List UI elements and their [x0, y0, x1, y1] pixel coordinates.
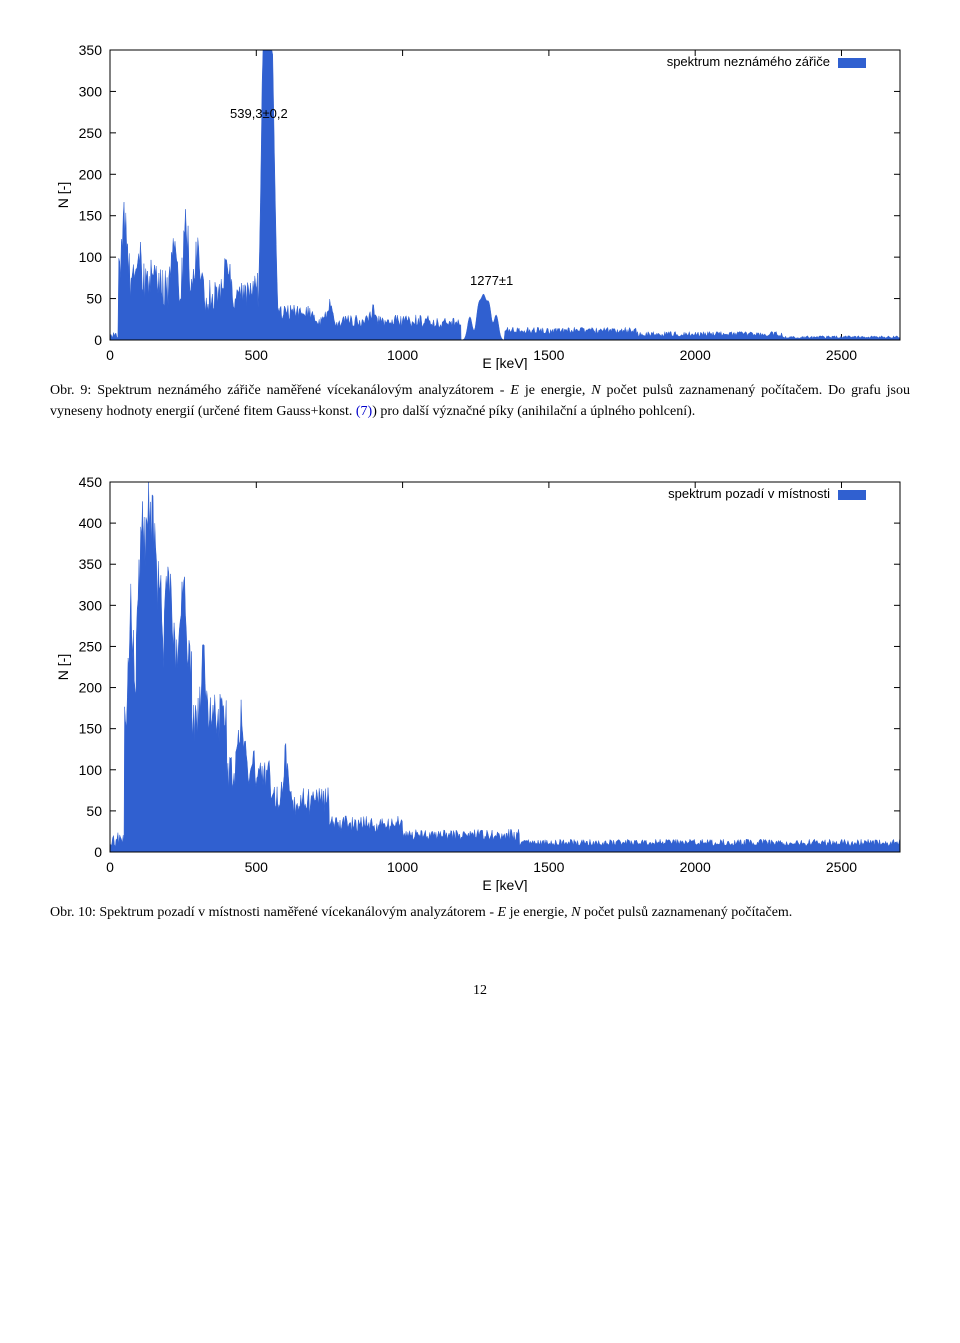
svg-text:spektrum neznámého zářiče: spektrum neznámého zářiče [667, 54, 830, 69]
caption1-prefix: Obr. 9: Spektrum neznámého zářiče naměře… [50, 383, 510, 398]
svg-text:1500: 1500 [533, 347, 564, 363]
caption1-ref: (7) [356, 404, 372, 419]
svg-text:250: 250 [79, 125, 103, 141]
chart-background-spectrum: 0 500 1000 1500 2000 2500 0 50 100 150 200 250 300 35… [50, 472, 910, 892]
chart1-svg: 0 500 1000 1500 2000 2500 0 50 100 150 200 250 300 35… [50, 40, 910, 370]
svg-text:400: 400 [79, 515, 103, 531]
svg-text:1000: 1000 [387, 347, 418, 363]
svg-text:450: 450 [79, 474, 103, 490]
svg-text:N [-]: N [-] [55, 182, 71, 208]
svg-text:350: 350 [79, 42, 103, 58]
svg-text:350: 350 [79, 556, 103, 572]
svg-text:N [-]: N [-] [55, 654, 71, 680]
svg-text:500: 500 [245, 859, 269, 875]
caption2-mid1: je energie, [506, 905, 571, 920]
page-number: 12 [50, 983, 910, 999]
svg-text:50: 50 [86, 803, 102, 819]
caption2-evar: E [498, 905, 507, 920]
svg-text:0: 0 [94, 844, 102, 860]
svg-text:0: 0 [106, 347, 114, 363]
svg-text:539,3±0,2: 539,3±0,2 [230, 106, 288, 121]
svg-text:100: 100 [79, 249, 103, 265]
svg-text:E [keV]: E [keV] [482, 355, 527, 370]
svg-text:150: 150 [79, 208, 103, 224]
svg-text:200: 200 [79, 680, 103, 696]
svg-text:2000: 2000 [680, 859, 711, 875]
caption1-tail: ) pro další význačné píky (anihilační a … [372, 404, 695, 419]
chart-unknown-emitter: 0 500 1000 1500 2000 2500 0 50 100 150 200 250 300 35… [50, 40, 910, 370]
svg-text:50: 50 [86, 291, 102, 307]
caption1-nvar: N [591, 383, 600, 398]
svg-text:0: 0 [94, 332, 102, 348]
svg-text:500: 500 [245, 347, 269, 363]
svg-text:100: 100 [79, 762, 103, 778]
svg-text:2000: 2000 [680, 347, 711, 363]
caption1-evar: E [510, 383, 519, 398]
svg-text:2500: 2500 [826, 347, 857, 363]
caption2-prefix: Obr. 10: Spektrum pozadí v místnosti nam… [50, 905, 498, 920]
svg-text:150: 150 [79, 721, 103, 737]
svg-text:300: 300 [79, 597, 103, 613]
svg-text:0: 0 [106, 859, 114, 875]
caption-fig-10: Obr. 10: Spektrum pozadí v místnosti nam… [50, 902, 910, 923]
caption2-mid2: počet pulsů zaznamenaný počítačem. [580, 905, 792, 920]
svg-text:1000: 1000 [387, 859, 418, 875]
caption1-mid1: je energie, [519, 383, 591, 398]
svg-text:spektrum pozadí v místnosti: spektrum pozadí v místnosti [668, 486, 830, 501]
svg-text:1500: 1500 [533, 859, 564, 875]
chart2-svg: 0 500 1000 1500 2000 2500 0 50 100 150 200 250 300 35… [50, 472, 910, 892]
caption-fig-9: Obr. 9: Spektrum neznámého zářiče naměře… [50, 380, 910, 422]
svg-text:200: 200 [79, 166, 103, 182]
svg-text:2500: 2500 [826, 859, 857, 875]
svg-text:250: 250 [79, 638, 103, 654]
svg-text:E [keV]: E [keV] [482, 877, 527, 892]
svg-text:1277±1: 1277±1 [470, 273, 513, 288]
svg-text:300: 300 [79, 83, 103, 99]
